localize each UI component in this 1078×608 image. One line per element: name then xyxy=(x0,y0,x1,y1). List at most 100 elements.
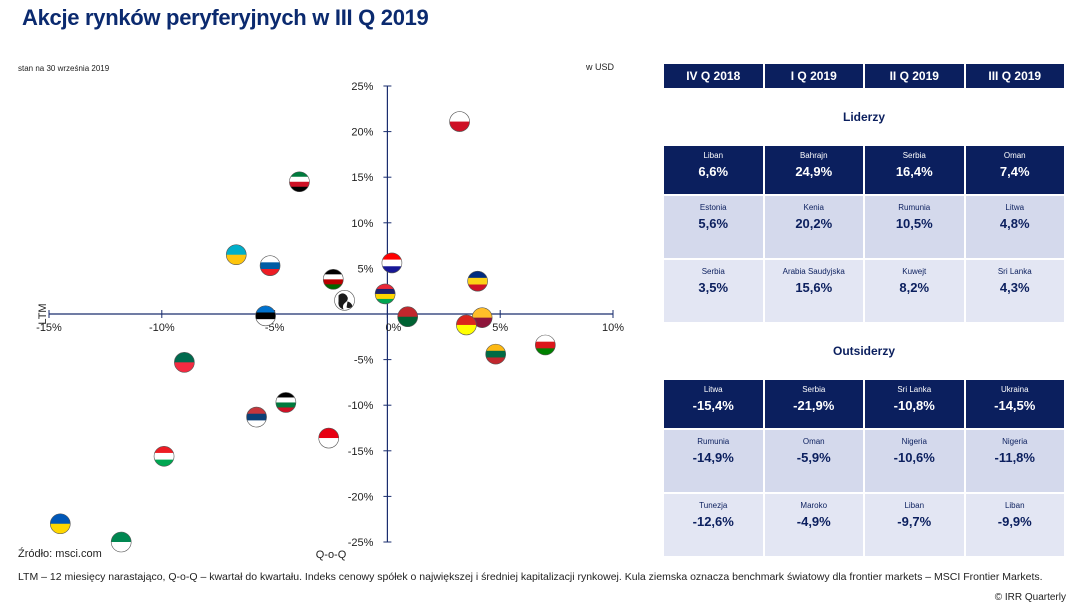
country-name: Sri Lanka xyxy=(997,267,1032,276)
outsiders-cell: Ukraina -14,5% xyxy=(965,380,1064,428)
return-value: 24,9% xyxy=(795,164,833,179)
leaders-heading: Liderzy xyxy=(842,110,885,124)
leaders-cell: Oman 7,4% xyxy=(965,146,1064,194)
outsiders-row: Rumunia -14,9% Oman -5,9% Nigeria -10,6% Niger… xyxy=(664,430,1064,492)
return-value: -14,5% xyxy=(994,398,1036,413)
country-name: Bahrajn xyxy=(799,151,828,160)
flag-point-tunisia xyxy=(318,427,340,449)
y-tick-label: 10% xyxy=(351,218,373,230)
return-value: -15,4% xyxy=(692,398,734,413)
return-value: 3,5% xyxy=(698,280,729,295)
leaders-cell: Rumunia 10,5% xyxy=(865,196,964,258)
y-tick-label: 25% xyxy=(351,81,373,93)
return-value: -10,8% xyxy=(893,398,935,413)
country-name: Liban xyxy=(703,151,724,160)
brand-credit: © IRR Quarterly xyxy=(994,592,1066,603)
flag-point-jordan xyxy=(275,392,297,413)
flag-point-ukraine xyxy=(49,513,71,535)
country-name: Liban xyxy=(904,501,925,510)
outsiders-cell: Liban -9,7% xyxy=(865,494,964,556)
x-tick-label: -15% xyxy=(36,322,62,334)
quarterly-table: IV Q 2018 I Q 2019 II Q 2019 III Q 2019 … xyxy=(664,64,1064,556)
leaders-cell: Serbia 16,4% xyxy=(865,146,964,194)
flag-point-romania xyxy=(467,270,488,292)
flag-point-croatia xyxy=(381,252,403,274)
leaders-cell: Serbia 3,5% xyxy=(664,260,763,322)
country-name: Oman xyxy=(1003,151,1026,160)
x-tick-label: 0% xyxy=(385,322,401,334)
outsiders-row: Litwa -15,4% Serbia -21,9% Sri Lanka -10,8% Uk… xyxy=(664,380,1064,428)
outsiders-cell: Maroko -4,9% xyxy=(764,494,863,556)
country-name: Serbia xyxy=(802,385,826,394)
flag-point-lebanon xyxy=(153,445,175,467)
return-value: 6,6% xyxy=(698,164,729,179)
y-tick-label: -15% xyxy=(348,446,374,458)
flag-point-world xyxy=(334,290,355,311)
leaders-cell: Estonia 5,6% xyxy=(664,196,763,258)
footnote: LTM – 12 miesięcy narastająco, Q-o-Q – k… xyxy=(18,571,1043,583)
flag-point-serbia xyxy=(246,406,267,428)
country-name: Nigeria xyxy=(1002,437,1028,446)
y-tick-label: -25% xyxy=(348,537,374,549)
x-tick-label: 10% xyxy=(602,322,624,334)
leaders-cell: Arabia Saudyjska 15,6% xyxy=(764,260,863,322)
flag-point-morocco xyxy=(397,306,419,328)
y-tick-label: 15% xyxy=(351,172,373,184)
return-value: -10,6% xyxy=(893,450,935,465)
return-value: 4,3% xyxy=(999,280,1030,295)
country-name: Liban xyxy=(1004,501,1025,510)
outsiders-cell: Tunezja -12,6% xyxy=(664,494,763,556)
country-name: Arabia Saudyjska xyxy=(782,267,845,276)
flag-point-estonia xyxy=(255,305,276,327)
outsiders-grid: Litwa -15,4% Serbia -21,9% Sri Lanka -10,8% Uk… xyxy=(664,380,1064,556)
leaders-cell: Kuwejt 8,2% xyxy=(865,260,964,322)
return-value: 4,8% xyxy=(999,216,1030,231)
leaders-row: Serbia 3,5% Arabia Saudyjska 15,6% Kuwejt 8,2… xyxy=(664,260,1064,322)
country-name: Ukraina xyxy=(1000,385,1029,394)
quarter-header: II Q 2019 xyxy=(865,64,964,88)
y-tick-label: -5% xyxy=(354,355,374,367)
scatter-chart: -15% -10% -5% 0% 5% 10%25%20%15%10%5%-5%-10%-… xyxy=(36,81,624,561)
flag-point-mauritius xyxy=(374,283,396,305)
y-tick-label: -10% xyxy=(348,400,374,412)
source-note: Źródło: msci.com xyxy=(18,548,102,560)
leaders-row: Liban 6,6% Bahrajn 24,9% Serbia 16,4% Oman 7,4% xyxy=(664,146,1064,194)
return-value: -21,9% xyxy=(793,398,835,413)
return-value: 5,6% xyxy=(698,216,729,231)
quarter-header-row: IV Q 2018 I Q 2019 II Q 2019 III Q 2019 xyxy=(664,64,1064,88)
page-title: Akcje rynków peryferyjnych w III Q 2019 xyxy=(22,5,429,30)
quarter-header: I Q 2019 xyxy=(764,64,863,88)
flag-point-slovenia xyxy=(259,255,281,276)
return-value: 8,2% xyxy=(899,280,930,295)
country-name: Rumunia xyxy=(697,437,730,446)
return-value: 16,4% xyxy=(895,164,933,179)
country-name: Estonia xyxy=(699,203,727,212)
country-name: Kuwejt xyxy=(902,267,927,276)
country-name: Litwa xyxy=(703,385,723,394)
outsiders-cell: Litwa -15,4% xyxy=(664,380,763,428)
return-value: -9,7% xyxy=(897,514,932,529)
y-tick-label: 20% xyxy=(351,127,373,139)
country-name: Oman xyxy=(802,437,825,446)
leaders-cell: Kenia 20,2% xyxy=(764,196,863,258)
leaders-grid: Liban 6,6% Bahrajn 24,9% Serbia 16,4% Oman 7,4%… xyxy=(664,146,1064,322)
outsiders-cell: Nigeria -11,8% xyxy=(965,430,1064,492)
flag-point-oman xyxy=(535,334,556,356)
leaders-cell: Litwa 4,8% xyxy=(965,196,1064,258)
x-axis-label: Q-o-Q xyxy=(316,549,347,561)
currency-unit: w USD xyxy=(586,62,615,72)
return-value: -9,9% xyxy=(997,514,1032,529)
flag-point-bahrain xyxy=(449,111,470,132)
outsiders-cell: Nigeria -10,6% xyxy=(865,430,964,492)
country-name: Maroko xyxy=(800,501,828,510)
outsiders-heading: Outsiderzy xyxy=(832,344,895,358)
y-tick-label: 5% xyxy=(357,263,373,275)
leaders-cell: Bahrajn 24,9% xyxy=(764,146,863,194)
quarter-header: III Q 2019 xyxy=(965,64,1064,88)
x-tick-label: -10% xyxy=(149,322,175,334)
leaders-cell: Sri Lanka 4,3% xyxy=(965,260,1064,322)
country-name: Tunezja xyxy=(699,501,728,510)
outsiders-cell: Oman -5,9% xyxy=(764,430,863,492)
country-name: Rumunia xyxy=(898,203,931,212)
flag-point-kazakhstan xyxy=(225,244,247,266)
